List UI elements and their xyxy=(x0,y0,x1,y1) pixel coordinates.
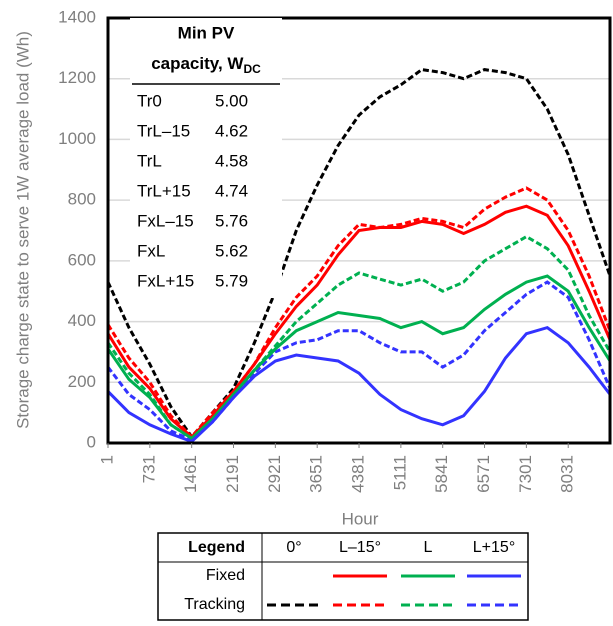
legend-column: L xyxy=(424,539,433,556)
inset-name: FxL+15 xyxy=(137,271,194,290)
y-tick-label: 200 xyxy=(68,372,96,391)
inset-value: 5.76 xyxy=(215,211,248,230)
x-tick-label: 4381 xyxy=(349,455,368,493)
legend-row: Fixed xyxy=(206,567,245,584)
inset-value: 5.62 xyxy=(215,241,248,260)
series-line xyxy=(106,280,612,442)
y-axis-label: Storage charge state to serve 1W average… xyxy=(13,31,32,429)
inset-name: TrL–15 xyxy=(137,121,190,140)
inset-value: 4.74 xyxy=(215,181,248,200)
y-tick-label: 1400 xyxy=(58,7,96,26)
y-tick-label: 600 xyxy=(68,250,96,269)
legend-column: 0° xyxy=(286,539,301,556)
inset-value: 4.58 xyxy=(215,151,248,170)
inset-value: 5.79 xyxy=(215,271,248,290)
inset-name: FxL–15 xyxy=(137,211,194,230)
inset-name: TrL xyxy=(137,151,162,170)
x-tick-label: 1 xyxy=(97,455,116,464)
x-tick-label: 8031 xyxy=(558,455,577,493)
x-tick-label: 5841 xyxy=(432,455,451,493)
inset-name: Tr0 xyxy=(137,91,162,110)
series-line xyxy=(106,325,612,444)
legend-row: Tracking xyxy=(184,596,245,613)
inset-name: TrL+15 xyxy=(137,181,191,200)
x-tick-label: 731 xyxy=(139,455,158,483)
inset-name: FxL xyxy=(137,241,165,260)
y-tick-label: 400 xyxy=(68,311,96,330)
series-line xyxy=(106,274,612,441)
inset-header: Min PV xyxy=(178,23,235,42)
legend-column: L+15° xyxy=(473,539,515,556)
x-tick-label: 1461 xyxy=(181,455,200,493)
legend-column: L–15° xyxy=(339,539,381,556)
x-tick-label: 5111 xyxy=(390,455,409,490)
legend-title: Legend xyxy=(188,539,245,556)
inset-value: 4.62 xyxy=(215,121,248,140)
x-tick-label: 6571 xyxy=(474,455,493,493)
inset-header: capacity, WDC xyxy=(151,54,261,76)
x-tick-label: 3651 xyxy=(307,455,326,493)
y-tick-label: 0 xyxy=(87,432,96,451)
inset-table: Min PV capacity, WDC Tr0 5.00 TrL–15 4.62 Tr… xyxy=(130,18,282,298)
inset-header-main: capacity, W xyxy=(151,54,244,73)
y-tick-label: 1200 xyxy=(58,68,96,87)
legend: Legend 0° L–15° L L+15° Fixed Tracking xyxy=(157,532,529,621)
inset-value: 5.00 xyxy=(215,91,248,110)
x-tick-label: 2191 xyxy=(223,455,242,493)
inset-header-subscript: DC xyxy=(243,62,261,76)
x-axis-label: Hour xyxy=(342,509,379,528)
inset-background xyxy=(130,18,282,298)
y-tick-label: 1000 xyxy=(58,129,96,148)
x-tick-label: 2921 xyxy=(265,455,284,493)
x-tick-label: 7301 xyxy=(516,455,535,493)
y-tick-label: 800 xyxy=(68,190,96,209)
